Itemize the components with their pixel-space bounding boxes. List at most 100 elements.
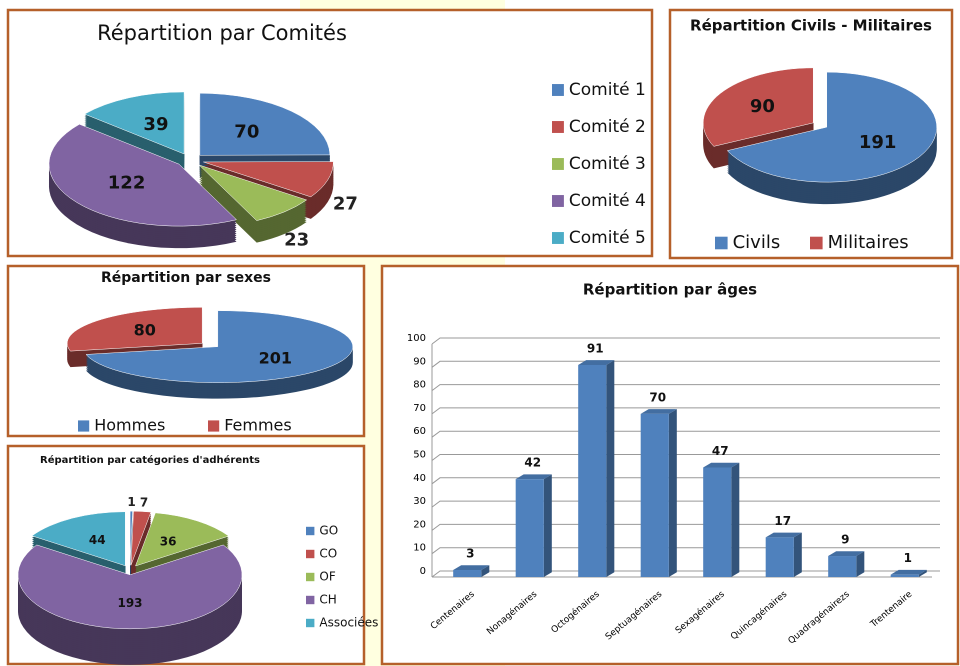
chart-title: Répartition par Comités bbox=[97, 21, 347, 45]
grid-line bbox=[431, 500, 940, 508]
data-label: 191 bbox=[859, 132, 897, 153]
slice bbox=[66, 307, 203, 352]
legend-label: Comité 5 bbox=[569, 228, 646, 248]
bar-side bbox=[481, 565, 490, 577]
bar-top bbox=[828, 551, 865, 557]
legend-label: Femmes bbox=[224, 416, 292, 435]
grid-line bbox=[431, 454, 940, 461]
legend-swatch bbox=[715, 236, 728, 250]
slice bbox=[83, 91, 185, 155]
bar-top bbox=[578, 360, 615, 365]
data-label: 1 bbox=[904, 551, 912, 565]
slice bbox=[130, 510, 152, 566]
y-tick-label: 60 bbox=[413, 426, 426, 437]
legend-swatch bbox=[78, 420, 90, 432]
slice bbox=[17, 544, 243, 630]
legend-label: Hommes bbox=[94, 416, 165, 435]
y-tick-label: 30 bbox=[413, 496, 426, 507]
bar bbox=[765, 537, 794, 577]
y-tick-label: 50 bbox=[413, 450, 426, 461]
bar-side bbox=[918, 569, 927, 577]
bar-top bbox=[453, 565, 490, 571]
y-tick-label: 90 bbox=[413, 356, 426, 367]
data-label: 201 bbox=[259, 348, 292, 367]
data-label: 70 bbox=[234, 122, 259, 143]
slice bbox=[31, 511, 126, 567]
legend-swatch bbox=[306, 526, 315, 536]
data-label: 39 bbox=[143, 114, 168, 135]
pie-chart: 70 27 23 122 39 Comité 1 Comité 2 Comité 3 Comit… bbox=[48, 80, 646, 250]
legend-swatch bbox=[306, 618, 315, 628]
legend-swatch bbox=[552, 121, 564, 133]
chart-title: Répartition par sexes bbox=[101, 270, 271, 286]
legend-swatch bbox=[306, 549, 315, 559]
data-label: 80 bbox=[134, 321, 156, 340]
legend-label: Comité 3 bbox=[569, 154, 646, 174]
y-tick-label: 0 bbox=[420, 566, 426, 577]
bar-side bbox=[606, 360, 615, 577]
pie-chart: 1 7 36 193 44 GO CO OF CH Associées bbox=[17, 495, 378, 665]
chart-title: Répartition par âges bbox=[583, 281, 757, 299]
grid-line bbox=[431, 523, 940, 531]
chart-title: Répartition Civils - Militaires bbox=[690, 17, 932, 35]
grid-line bbox=[431, 430, 940, 438]
bar bbox=[703, 467, 732, 577]
slice bbox=[48, 123, 238, 227]
y-tick-label: 80 bbox=[413, 380, 426, 391]
legend-swatch bbox=[552, 232, 564, 244]
legend-label: Civils bbox=[733, 232, 781, 253]
legend-swatch bbox=[552, 84, 564, 96]
slice bbox=[703, 67, 814, 147]
bar-side bbox=[793, 532, 802, 577]
data-label: 193 bbox=[117, 596, 142, 610]
y-tick-label: 10 bbox=[413, 543, 426, 554]
data-label: 36 bbox=[160, 535, 177, 549]
bar bbox=[453, 570, 482, 577]
slice bbox=[129, 510, 133, 566]
legend-swatch bbox=[810, 236, 823, 250]
pie-chart: 191 90 Civils Militaires bbox=[703, 67, 938, 253]
data-label: 91 bbox=[587, 341, 604, 355]
legend-swatch bbox=[208, 420, 220, 432]
grid-line bbox=[431, 477, 940, 485]
bar-side bbox=[668, 409, 677, 577]
bar-side bbox=[543, 474, 552, 577]
legend-label: Comité 4 bbox=[569, 191, 646, 211]
data-label: 122 bbox=[108, 173, 146, 194]
bar-top bbox=[703, 462, 740, 468]
data-label: 1 bbox=[127, 495, 135, 509]
bar bbox=[578, 364, 607, 577]
slice bbox=[85, 310, 354, 383]
slice bbox=[726, 71, 938, 183]
data-label: 70 bbox=[649, 390, 666, 404]
slice bbox=[199, 164, 308, 221]
grid-line bbox=[431, 407, 940, 415]
bar bbox=[890, 574, 919, 577]
data-label: 7 bbox=[140, 495, 148, 509]
bar-chart: 01020304050607080901003Centenaires42Nona… bbox=[407, 333, 940, 646]
grid-line bbox=[431, 384, 940, 392]
y-tick-label: 20 bbox=[413, 519, 426, 530]
y-tick-label: 70 bbox=[413, 403, 426, 414]
bar-side bbox=[731, 462, 740, 577]
y-tick-label: 100 bbox=[407, 333, 426, 344]
slice bbox=[199, 93, 331, 156]
chart-title: Répartition par catégories d'adhérents bbox=[40, 454, 260, 466]
y-tick-label: 40 bbox=[413, 473, 426, 484]
legend-label: OF bbox=[319, 570, 335, 584]
bar-top bbox=[765, 532, 802, 538]
pie-chart: 201 80 Hommes Femmes bbox=[66, 307, 354, 435]
legend-label: CH bbox=[319, 593, 336, 607]
bar-top bbox=[515, 474, 552, 480]
bar-side bbox=[856, 551, 865, 577]
legend-label: Comité 2 bbox=[569, 117, 646, 137]
data-label: 9 bbox=[841, 533, 849, 547]
legend-swatch bbox=[306, 595, 315, 605]
legend-swatch bbox=[552, 158, 564, 170]
data-label: 17 bbox=[774, 514, 791, 528]
slice bbox=[203, 161, 334, 198]
bar-top bbox=[640, 409, 677, 414]
bar bbox=[515, 479, 544, 577]
data-label: 47 bbox=[712, 444, 729, 458]
